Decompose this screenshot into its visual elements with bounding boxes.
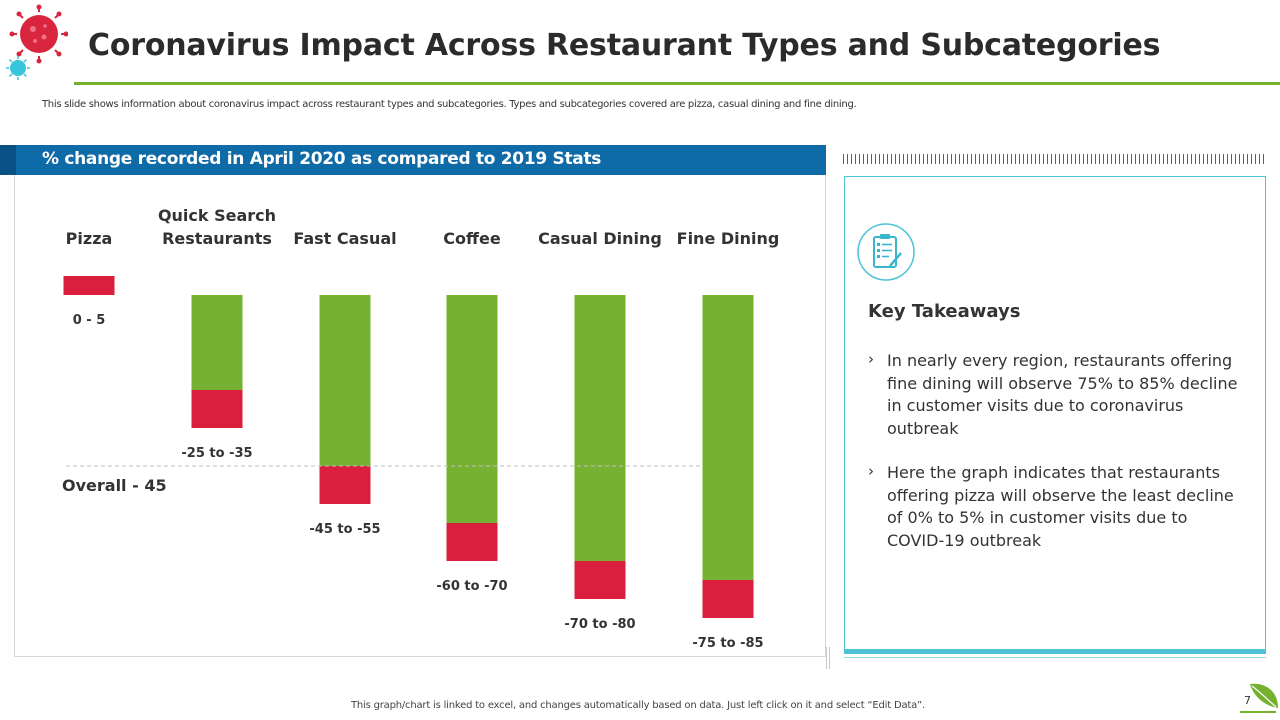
- bar-red-range: [574, 561, 626, 599]
- takeaway-item: › Here the graph indicates that restaura…: [864, 462, 1244, 552]
- category-label: Casual Dining: [538, 229, 662, 248]
- takeaways-box: [844, 176, 1266, 650]
- category-label: Quick Search Restaurants: [158, 206, 276, 248]
- bar-red-range: [319, 466, 371, 504]
- bar-green: [446, 295, 498, 523]
- takeaways-list: › In nearly every region, restaurants of…: [864, 350, 1244, 574]
- reference-line-group: Overall - 45: [62, 465, 702, 495]
- takeaway-text: Here the graph indicates that restaurant…: [887, 463, 1234, 550]
- bar-green: [574, 295, 626, 561]
- large-virus-icon: [9, 4, 68, 64]
- page-subtitle: This slide shows information about coron…: [42, 99, 857, 110]
- bar-chart[interactable]: Pizza Quick Search Restaurants Fast Casual C…: [0, 175, 826, 655]
- takeaway-item: › In nearly every region, restaurants of…: [864, 350, 1244, 440]
- data-label: -70 to -80: [564, 617, 635, 632]
- page-number-underline: [1240, 711, 1276, 713]
- category-label: Coffee: [443, 229, 501, 248]
- bar-green: [319, 295, 371, 466]
- takeaway-text: In nearly every region, restaurants offe…: [887, 351, 1238, 438]
- chevron-right-icon: ›: [868, 350, 874, 368]
- data-label: -60 to -70: [436, 579, 507, 594]
- bar-red-range: [63, 276, 115, 295]
- takeaways-bottom-bar: [844, 650, 1266, 654]
- bar-red-range: [702, 580, 754, 618]
- clipboard-checklist-icon: [857, 223, 915, 281]
- chart-panel: [14, 145, 826, 657]
- chart-banner: [0, 145, 826, 175]
- bar-green: [702, 295, 754, 580]
- chart-banner-title: % change recorded in April 2020 as compa…: [42, 149, 602, 169]
- bar-red-range: [446, 523, 498, 561]
- takeaways-heading: Key Takeaways: [868, 301, 1021, 322]
- data-labels: 0 - 5 -25 to -35 -45 to -55 -60 to -70 -70 t…: [73, 313, 764, 651]
- data-label: -75 to -85: [692, 636, 763, 651]
- leaf-icon: [1250, 683, 1278, 708]
- bars: [63, 276, 754, 618]
- bar-red-range: [191, 390, 243, 428]
- banner-accent: [0, 145, 16, 175]
- bar-green: [191, 295, 243, 390]
- category-labels: Pizza Quick Search Restaurants Fast Casual C…: [66, 206, 780, 248]
- chevron-right-icon: ›: [868, 462, 874, 480]
- page-number: 7: [1244, 694, 1251, 707]
- title-underline: [74, 82, 1280, 85]
- page-title: Coronavirus Impact Across Restaurant Typ…: [88, 28, 1161, 63]
- category-label: Fast Casual: [293, 229, 396, 248]
- data-label: 0 - 5: [73, 313, 106, 328]
- small-virus-icon: [6, 56, 30, 80]
- category-label: Fine Dining: [677, 229, 780, 248]
- decorative-tick-strip: [843, 154, 1267, 164]
- virus-logo-icon: [6, 4, 68, 80]
- data-label: -25 to -35: [181, 446, 252, 461]
- takeaways-bottom-line: [844, 657, 1266, 658]
- decorative-corner-lines: [826, 647, 830, 669]
- category-label: Pizza: [66, 229, 113, 248]
- footer-note: This graph/chart is linked to excel, and…: [351, 700, 925, 711]
- reference-line-label: Overall - 45: [62, 476, 167, 495]
- data-label: -45 to -55: [309, 522, 380, 537]
